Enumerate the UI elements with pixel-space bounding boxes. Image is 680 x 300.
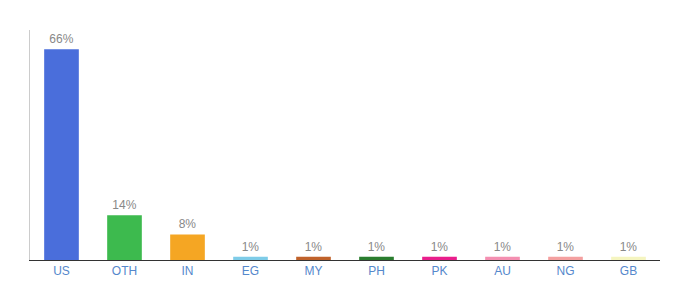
svg-text:1%: 1% xyxy=(557,240,575,254)
svg-text:1%: 1% xyxy=(368,240,386,254)
svg-text:US: US xyxy=(53,264,70,278)
svg-text:IN: IN xyxy=(182,264,194,278)
svg-text:1%: 1% xyxy=(620,240,638,254)
svg-text:14%: 14% xyxy=(112,198,136,212)
svg-text:EG: EG xyxy=(242,264,259,278)
svg-text:66%: 66% xyxy=(49,32,73,46)
svg-text:1%: 1% xyxy=(494,240,512,254)
svg-text:PK: PK xyxy=(431,264,447,278)
svg-text:MY: MY xyxy=(305,264,323,278)
svg-text:1%: 1% xyxy=(431,240,449,254)
svg-text:1%: 1% xyxy=(242,240,260,254)
svg-text:GB: GB xyxy=(620,264,637,278)
svg-text:PH: PH xyxy=(368,264,385,278)
svg-text:OTH: OTH xyxy=(112,264,137,278)
svg-text:NG: NG xyxy=(557,264,575,278)
svg-text:8%: 8% xyxy=(179,217,197,231)
svg-text:1%: 1% xyxy=(305,240,323,254)
svg-text:AU: AU xyxy=(494,264,511,278)
